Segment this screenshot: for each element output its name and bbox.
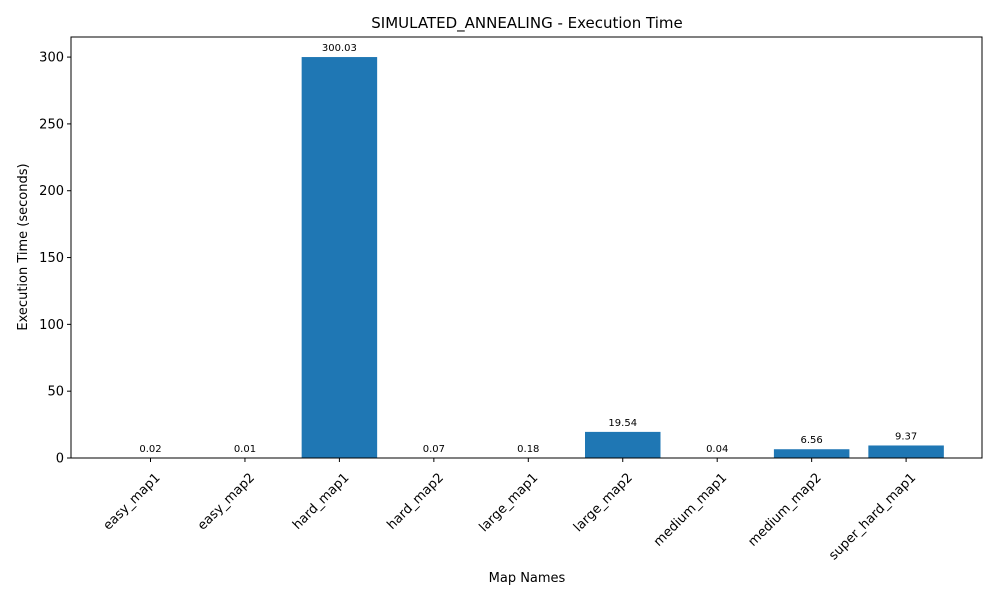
y-tick-label: 100 — [39, 318, 64, 333]
x-tick-label-large_map1: large_map1 — [477, 470, 542, 535]
y-tick-label: 150 — [39, 251, 64, 266]
bar-super_hard_map1 — [868, 445, 944, 458]
data-label-easy_map1: 0.02 — [139, 444, 161, 455]
data-label-medium_map2: 6.56 — [801, 435, 823, 446]
x-tick-label-hard_map2: hard_map2 — [385, 470, 447, 532]
data-label-hard_map2: 0.07 — [423, 444, 445, 455]
data-label-large_map1: 0.18 — [517, 444, 539, 455]
x-axis-label: Map Names — [489, 571, 566, 586]
y-tick-label: 200 — [39, 184, 64, 199]
y-tick-label: 250 — [39, 117, 64, 132]
chart-title: SIMULATED_ANNEALING - Execution Time — [371, 14, 682, 33]
plot-area: 0 50 100 150 200 250 300 0.02 easy_map1 0.01 easy_… — [39, 43, 944, 563]
y-tick-label: 0 — [56, 452, 64, 467]
data-label-hard_map1: 300.03 — [322, 43, 357, 54]
x-tick-label-large_map2: large_map2 — [571, 470, 636, 535]
bar-large_map2 — [585, 431, 661, 458]
x-tick-label-medium_map2: medium_map2 — [745, 470, 824, 549]
bar-hard_map1 — [301, 57, 378, 459]
y-axis-label: Execution Time (seconds) — [16, 163, 31, 330]
x-tick-label-medium_map1: medium_map1 — [651, 470, 730, 549]
y-tick-label: 50 — [47, 385, 64, 400]
data-label-medium_map1: 0.04 — [706, 444, 728, 455]
x-tick-label-hard_map1: hard_map1 — [290, 470, 352, 532]
y-tick-label: 300 — [39, 51, 64, 66]
x-tick-label-easy_map1: easy_map1 — [101, 470, 164, 533]
data-label-super_hard_map1: 9.37 — [895, 431, 917, 442]
data-label-large_map2: 19.54 — [608, 418, 637, 429]
data-label-easy_map2: 0.01 — [234, 444, 256, 455]
x-tick-label-super_hard_map1: super_hard_map1 — [826, 470, 919, 563]
x-tick-label-easy_map2: easy_map2 — [195, 470, 258, 533]
axes-frame — [70, 36, 983, 459]
bar-medium_map2 — [773, 449, 850, 458]
